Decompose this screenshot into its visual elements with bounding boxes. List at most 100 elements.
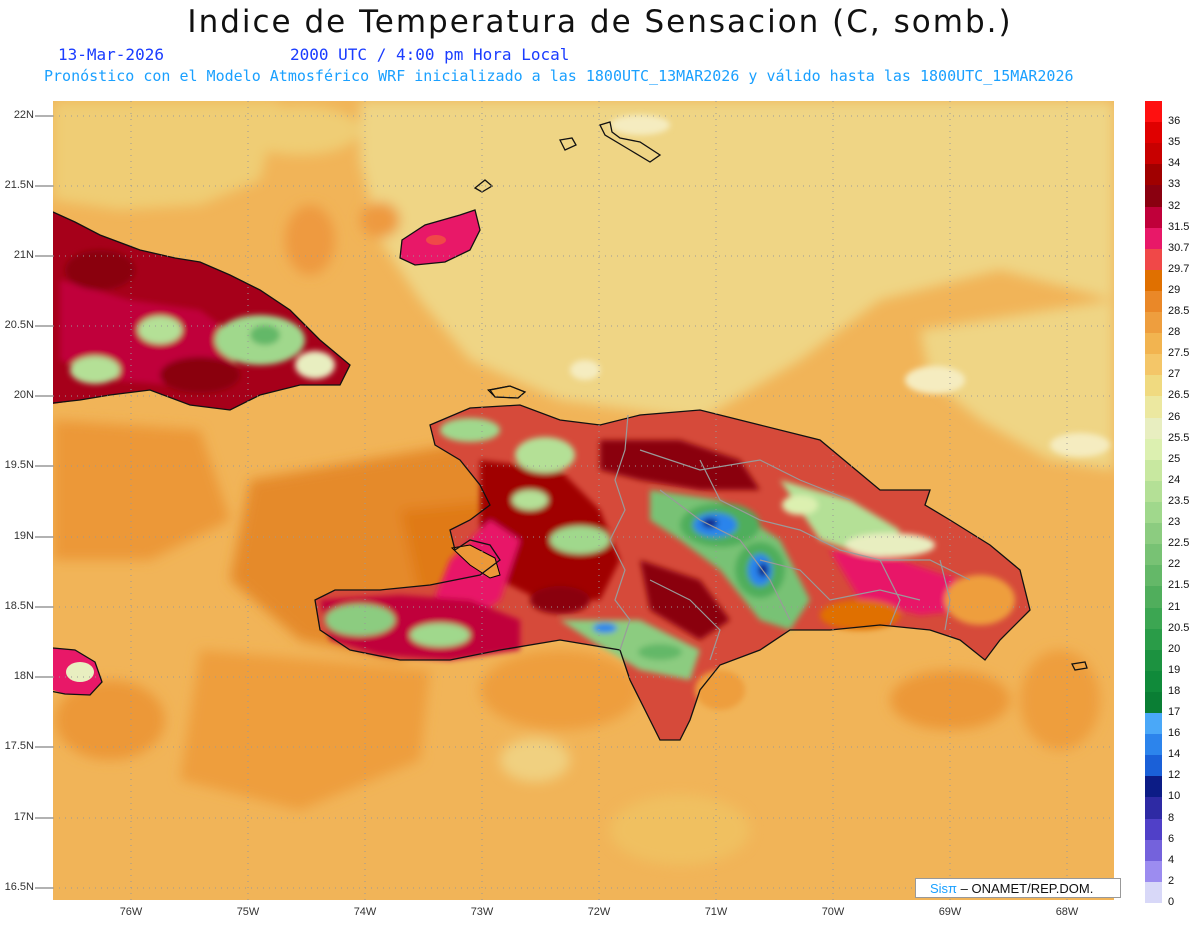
legend-swatch <box>1145 227 1162 250</box>
legend-label: 29 <box>1168 283 1181 296</box>
legend-label: 6 <box>1168 832 1175 845</box>
legend-label: 28.5 <box>1168 305 1190 318</box>
legend-swatch <box>1145 417 1162 440</box>
legend-label: 26.5 <box>1168 389 1190 402</box>
forecast-date: 13-Mar-2026 <box>58 45 164 64</box>
legend-swatch <box>1145 185 1162 207</box>
lat-label: 21N <box>13 249 34 261</box>
legend-label: 27.5 <box>1168 347 1190 360</box>
lat-label: 18N <box>13 670 34 682</box>
legend-entry: 29 <box>1145 269 1189 296</box>
legend-label: 19 <box>1168 663 1181 676</box>
legend-swatch <box>1145 480 1162 503</box>
lon-label: 72W <box>587 906 611 918</box>
legend-entry: 29.7 <box>1145 248 1189 275</box>
legend-swatch <box>1145 354 1162 376</box>
legend-label: 29.7 <box>1168 262 1190 275</box>
axis-ticks <box>35 115 53 889</box>
lon-label: 68W <box>1055 906 1079 918</box>
lat-label: 21.5N <box>4 179 34 191</box>
lon-label: 76W <box>119 906 143 918</box>
legend-swatch <box>1145 755 1162 777</box>
legend-entry: 25.5 <box>1145 417 1189 444</box>
lat-label: 17.5N <box>4 740 34 752</box>
legend-swatch <box>1145 459 1162 482</box>
legend-swatch <box>1145 734 1162 756</box>
forecast-time: 2000 UTC / 4:00 pm Hora Local <box>290 45 570 64</box>
legend-entry: 28 <box>1145 312 1189 338</box>
legend-label: 22 <box>1168 558 1181 571</box>
legend-swatch <box>1145 122 1162 144</box>
legend-label: 26 <box>1168 410 1181 423</box>
legend-entry: 21 <box>1145 586 1189 613</box>
lat-label: 20.5N <box>4 319 34 331</box>
legend-label: 36 <box>1168 115 1181 128</box>
lon-label: 69W <box>938 906 962 918</box>
legend-entry: 36 <box>1145 101 1189 127</box>
legend-label: 18 <box>1168 684 1181 697</box>
legend-swatch <box>1145 691 1162 714</box>
legend-entry: 34 <box>1145 143 1189 169</box>
model-info: Pronóstico con el Modelo Atmosférico WRF… <box>44 67 1074 85</box>
legend-entry: 27.5 <box>1145 333 1189 359</box>
legend-entry: 6 <box>1145 818 1189 845</box>
legend-swatch <box>1145 248 1162 271</box>
legend-entry: 28.5 <box>1145 290 1189 317</box>
legend-swatch <box>1145 206 1162 229</box>
legend-swatch <box>1145 565 1162 587</box>
map-field <box>53 101 1114 900</box>
legend-swatch <box>1145 523 1162 545</box>
legend-entry: 32 <box>1145 185 1189 212</box>
lon-label: 74W <box>353 906 377 918</box>
lon-label: 73W <box>470 906 494 918</box>
legend-entry: 27 <box>1145 354 1189 380</box>
legend-entry: 23.5 <box>1145 480 1189 507</box>
legend-swatch <box>1145 101 1162 123</box>
legend-label: 21 <box>1168 600 1181 613</box>
legend-label: 12 <box>1168 769 1181 782</box>
legend-label: 25 <box>1168 452 1181 465</box>
lon-label: 75W <box>236 906 260 918</box>
legend-label: 30.7 <box>1168 241 1190 254</box>
legend-swatch <box>1145 649 1162 672</box>
legend-swatch <box>1145 628 1162 651</box>
legend-label: 16 <box>1168 727 1181 740</box>
legend-entry: 19 <box>1145 649 1189 676</box>
legend-label: 8 <box>1168 811 1175 824</box>
legend-entry: 26.5 <box>1145 375 1189 401</box>
legend-label: 21.5 <box>1168 579 1190 592</box>
legend-label: 32 <box>1168 199 1181 212</box>
legend-swatch <box>1145 143 1162 165</box>
legend-entry: 10 <box>1145 776 1189 802</box>
sis-logo-text: Sisπ <box>930 881 958 896</box>
legend-swatch <box>1145 544 1162 566</box>
legend-swatch <box>1145 375 1162 397</box>
legend-swatch <box>1145 818 1162 841</box>
lat-label: 18.5N <box>4 600 34 612</box>
legend-label: 28 <box>1168 326 1181 339</box>
legend-label: 0 <box>1168 895 1175 908</box>
legend-swatch <box>1145 164 1162 186</box>
legend-label: 2 <box>1168 874 1175 887</box>
legend-entry: 35 <box>1145 122 1189 148</box>
legend-label: 24 <box>1168 473 1181 486</box>
legend-entry: 4 <box>1145 839 1189 866</box>
legend-label: 20 <box>1168 642 1181 655</box>
lat-label: 19N <box>13 530 34 542</box>
legend-swatch <box>1145 290 1162 313</box>
legend-entry: 22.5 <box>1145 523 1189 549</box>
legend-entry: 16 <box>1145 713 1189 739</box>
legend-label: 17 <box>1168 706 1181 719</box>
legend-entry: 0 <box>1145 881 1189 908</box>
legend-label: 33 <box>1168 178 1181 191</box>
legend-entry: 24 <box>1145 459 1189 486</box>
legend-swatch <box>1145 776 1162 798</box>
legend-label: 27 <box>1168 368 1181 381</box>
credit-box: Sisπ – ONAMET/REP.DOM. <box>915 878 1121 898</box>
legend-swatch <box>1145 881 1162 904</box>
legend-entry: 22 <box>1145 544 1189 570</box>
legend-swatch <box>1145 586 1162 608</box>
legend-entry: 12 <box>1145 755 1189 781</box>
legend-label: 31.5 <box>1168 220 1190 233</box>
legend-entry: 20 <box>1145 628 1189 655</box>
